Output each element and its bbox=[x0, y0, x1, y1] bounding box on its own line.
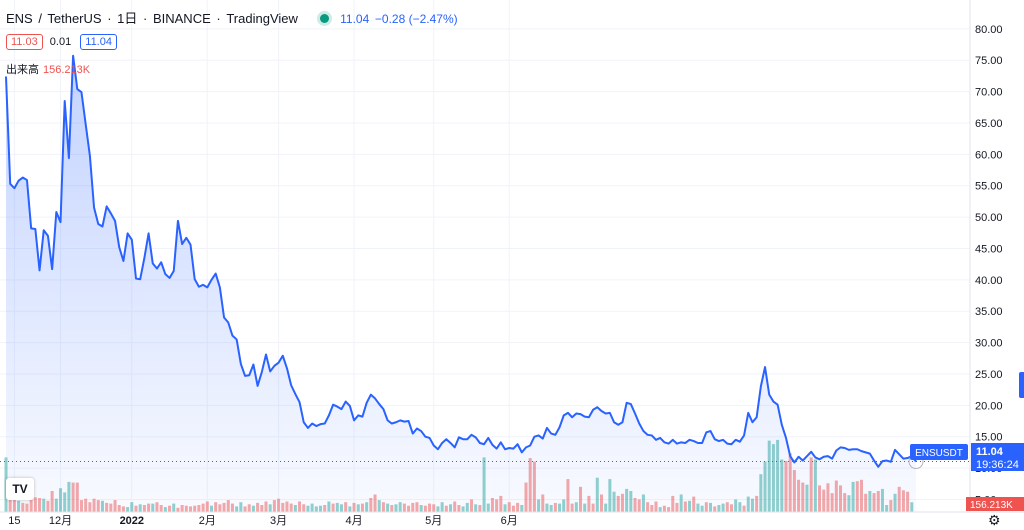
symbol-name: ENS bbox=[6, 11, 33, 26]
gear-icon[interactable]: ⚙ bbox=[988, 512, 1001, 528]
price-tick-label: 40.00 bbox=[975, 275, 1003, 287]
data-source: TradingView bbox=[226, 11, 298, 26]
time-tick-label: 5月 bbox=[425, 515, 442, 527]
price-tick-label: 80.00 bbox=[975, 24, 1003, 36]
side-panel-handle[interactable] bbox=[1019, 372, 1024, 398]
price-area bbox=[6, 55, 916, 513]
svg-text:ENSUSDT: ENSUSDT bbox=[915, 448, 963, 459]
time-tick-label: 3月 bbox=[270, 515, 287, 527]
time-tick-label: 6月 bbox=[501, 515, 518, 527]
time-tick-label: 4月 bbox=[346, 515, 363, 527]
quote-currency: TetherUS bbox=[47, 11, 102, 26]
svg-text:156.213K: 156.213K bbox=[970, 500, 1013, 511]
price-tick-label: 75.00 bbox=[975, 55, 1003, 67]
tradingview-logo-icon[interactable]: TV bbox=[6, 478, 34, 500]
price-change: −0.28 (−2.47%) bbox=[374, 12, 458, 26]
time-tick-label: 2月 bbox=[199, 515, 216, 527]
price-tick-label: 55.00 bbox=[975, 181, 1003, 193]
buy-price-button[interactable]: 11.04 bbox=[80, 34, 117, 50]
price-tick-label: 70.00 bbox=[975, 87, 1003, 99]
price-tick-label: 50.00 bbox=[975, 212, 1003, 224]
price-tick-label: 30.00 bbox=[975, 338, 1003, 350]
price-line bbox=[5, 54, 917, 468]
last-price: 11.04 bbox=[340, 12, 370, 26]
price-tick-label: 65.00 bbox=[975, 118, 1003, 130]
price-tick-label: 25.00 bbox=[975, 369, 1003, 381]
time-tick-label: 15 bbox=[8, 515, 20, 527]
price-tick-label: 60.00 bbox=[975, 149, 1003, 161]
svg-text:19:36:24: 19:36:24 bbox=[976, 459, 1019, 471]
bid-ask-bar: 11.03 0.01 11.04 bbox=[6, 34, 121, 50]
price-tick-label: 15.00 bbox=[975, 432, 1003, 444]
volume-value: 156.213K bbox=[43, 64, 91, 76]
sell-price-button[interactable]: 11.03 bbox=[6, 34, 43, 50]
price-tick-label: 35.00 bbox=[975, 306, 1003, 318]
interval[interactable]: 1日 bbox=[117, 11, 138, 26]
svg-text:11.04: 11.04 bbox=[976, 446, 1004, 458]
volume-tag: 156.213K bbox=[966, 497, 1024, 511]
market-status-icon bbox=[319, 14, 329, 24]
volume-legend[interactable]: 出来高 156.213K bbox=[6, 61, 90, 77]
price-tag: 11.04 19:36:24 bbox=[971, 443, 1024, 471]
time-tick-label: 2022 bbox=[120, 515, 144, 527]
symbol-tag: ENSUSDT bbox=[910, 444, 968, 460]
symbol-header[interactable]: ENS / TetherUS · 1日 · BINANCE · TradingV… bbox=[6, 11, 458, 26]
price-tick-label: 45.00 bbox=[975, 243, 1003, 255]
spread-value: 0.01 bbox=[49, 36, 72, 48]
volume-label: 出来高 bbox=[6, 64, 39, 76]
price-tick-label: 20.00 bbox=[975, 400, 1003, 412]
time-tick-label: 12月 bbox=[49, 515, 72, 527]
time-axis[interactable]: 15 12月 2022 2月 3月 4月 5月 6月 bbox=[8, 515, 518, 527]
symbol-separator: / bbox=[38, 11, 42, 26]
exchange: BINANCE bbox=[152, 11, 211, 26]
price-axis[interactable]: 5.0010.0015.0020.0025.0030.0035.0040.004… bbox=[975, 24, 1003, 507]
